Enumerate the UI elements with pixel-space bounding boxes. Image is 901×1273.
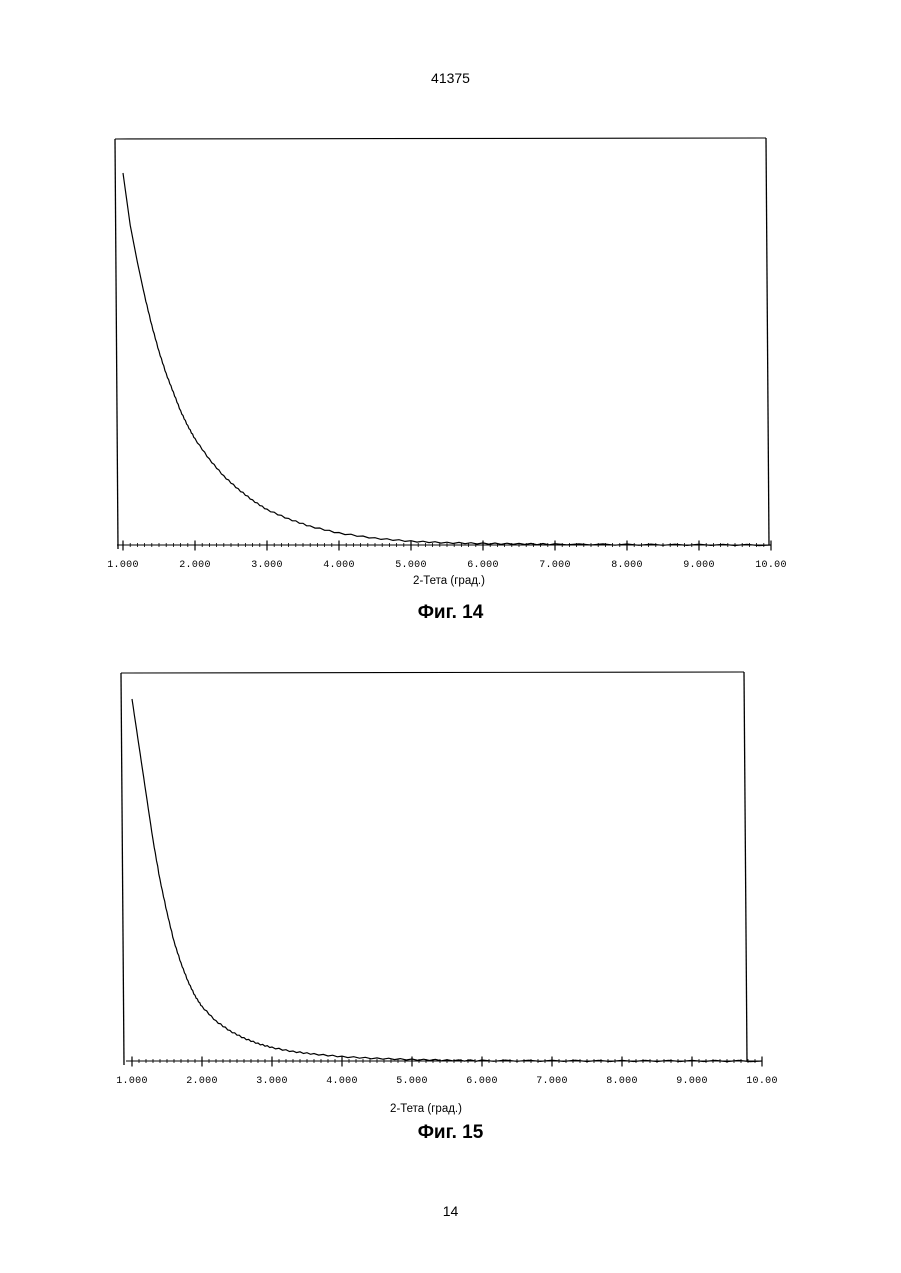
x-tick-label: 4.000 bbox=[326, 1076, 358, 1087]
plot-frame-right bbox=[766, 138, 769, 545]
x-tick-label: 2.000 bbox=[179, 560, 211, 571]
plot-frame-top bbox=[121, 672, 744, 673]
figure-caption-14: Фиг. 14 bbox=[0, 602, 901, 624]
plot-frame-left bbox=[115, 139, 118, 549]
page-header-number: 41375 bbox=[0, 70, 901, 86]
x-tick-label: 9.000 bbox=[676, 1076, 708, 1087]
x-tick-label: 4.000 bbox=[323, 560, 355, 571]
x-tick-label: 5.000 bbox=[395, 560, 427, 571]
page-footer-number: 14 bbox=[0, 1203, 901, 1219]
x-tick-label: 10.00 bbox=[746, 1076, 778, 1087]
xrd-chart-fig-14: 1.000 2.000 3.000 4.000 5.000 6.000 7.000 8.000… bbox=[0, 130, 901, 600]
series-line bbox=[123, 173, 771, 546]
x-tick-label: 6.000 bbox=[466, 1076, 498, 1087]
plot-frame-right bbox=[744, 672, 747, 1061]
x-tick-label: 8.000 bbox=[611, 560, 643, 571]
x-tick-label: 7.000 bbox=[539, 560, 571, 571]
figure-caption-15: Фиг. 15 bbox=[0, 1122, 901, 1144]
x-tick-label: 9.000 bbox=[683, 560, 715, 571]
x-tick-label: 3.000 bbox=[251, 560, 283, 571]
x-tick-label: 1.000 bbox=[116, 1076, 148, 1087]
xrd-chart-fig-15: 1.000 2.000 3.000 4.000 5.000 6.000 7.000 8.000… bbox=[0, 655, 901, 1120]
plot-frame-left bbox=[121, 673, 124, 1065]
x-tick-label: 10.00 bbox=[755, 560, 787, 571]
x-axis-title: 2-Тета (град.) bbox=[413, 575, 485, 587]
x-tick-label: 7.000 bbox=[536, 1076, 568, 1087]
x-axis-title: 2-Тета (град.) bbox=[390, 1103, 462, 1115]
series-line bbox=[132, 699, 762, 1062]
x-tick-label: 3.000 bbox=[256, 1076, 288, 1087]
plot-frame-top bbox=[115, 138, 766, 139]
x-tick-label: 1.000 bbox=[107, 560, 139, 571]
x-tick-label: 2.000 bbox=[186, 1076, 218, 1087]
x-tick-label: 6.000 bbox=[467, 560, 499, 571]
x-tick-label: 5.000 bbox=[396, 1076, 428, 1087]
x-tick-label: 8.000 bbox=[606, 1076, 638, 1087]
